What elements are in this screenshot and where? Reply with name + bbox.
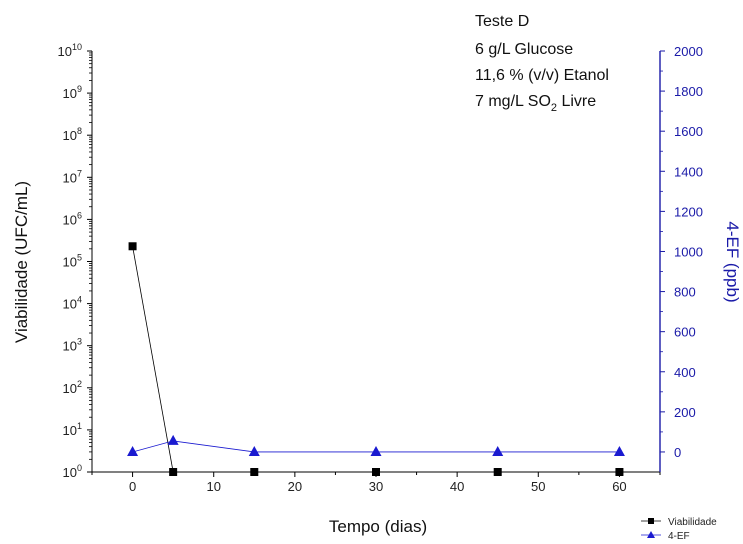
annotation-line-3: 11,6 % (v/v) Etanol — [475, 67, 609, 84]
y-left-tick-base: 10 — [63, 423, 77, 438]
data-point-viabilidade — [169, 468, 178, 476]
annotation-line-4: 7 mg/L SO2 Livre — [475, 93, 596, 114]
legend-marker-4ef — [647, 531, 655, 538]
y-left-tick-label: 102 — [63, 379, 82, 396]
y-left-tick-label: 105 — [63, 253, 82, 270]
x-axis-title: Tempo (dias) — [329, 517, 427, 536]
y-left-tick-label: 107 — [63, 168, 82, 185]
y-right-tick-label: 1400 — [674, 164, 703, 179]
data-point-4-ef — [370, 445, 382, 456]
y-right-tick-label: 200 — [674, 405, 696, 420]
data-point-4-ef — [167, 434, 179, 445]
x-tick-label: 30 — [369, 479, 383, 494]
y-left-tick-label: 100 — [63, 463, 82, 480]
y-right-tick-label: 800 — [674, 285, 696, 300]
y-left-tick-label: 104 — [63, 295, 82, 312]
y-axis-right-title: 4-EF (ppb) — [723, 221, 742, 302]
annotation-line-4-sub: 2 — [551, 102, 557, 114]
axes: 0 10 20 30 40 50 60100101102103104105106107108… — [58, 42, 703, 494]
legend-label-4ef: 4-EF — [668, 531, 690, 542]
y-left-tick-base: 10 — [63, 255, 77, 270]
y-left-tick-base: 10 — [58, 44, 72, 59]
annotation-line-2: 6 g/L Glucose — [475, 41, 573, 58]
y-left-tick-label: 101 — [63, 421, 82, 438]
y-left-tick-exponent: 2 — [77, 379, 82, 389]
y-left-tick-exponent: 8 — [77, 126, 82, 136]
y-right-tick-label: 1800 — [674, 84, 703, 99]
y-left-tick-base: 10 — [63, 339, 77, 354]
y-right-tick-label: 1000 — [674, 244, 703, 259]
data-point-4-ef — [613, 445, 625, 456]
legend-label-viabilidade: Viabilidade — [668, 517, 717, 528]
data-point-4-ef — [492, 445, 504, 456]
x-tick-label: 40 — [450, 479, 464, 494]
data-point-viabilidade — [615, 468, 624, 476]
y-left-tick-exponent: 1 — [77, 421, 82, 431]
data-point-viabilidade — [372, 468, 380, 476]
y-right-tick-label: 2000 — [674, 44, 703, 59]
legend-marker-viabilidade — [648, 518, 654, 524]
annotation-line-1: Teste D — [475, 13, 529, 30]
y-left-tick-exponent: 9 — [77, 84, 82, 94]
y-right-tick-label: 400 — [674, 365, 696, 380]
x-tick-label: 50 — [531, 479, 545, 494]
legend: Viabilidade 4-EF — [641, 517, 717, 542]
y-left-tick-exponent: 10 — [72, 42, 82, 52]
y-left-tick-exponent: 0 — [77, 463, 82, 473]
series-line-4-ef — [132, 440, 620, 453]
data-point-4-ef — [248, 445, 260, 456]
y-right-tick-label: 1600 — [674, 124, 703, 139]
y-left-tick-base: 10 — [63, 170, 77, 185]
y-left-tick-label: 103 — [63, 337, 82, 354]
x-tick-label: 0 — [129, 479, 136, 494]
y-left-tick-label: 1010 — [58, 42, 82, 59]
y-left-tick-label: 109 — [63, 84, 82, 101]
x-tick-label: 10 — [206, 479, 220, 494]
series-line-viabilidade — [132, 246, 620, 473]
series-layer — [127, 242, 625, 476]
annotation-line-4-pre: 7 mg/L SO — [475, 93, 551, 110]
data-point-viabilidade — [250, 468, 259, 476]
y-left-tick-base: 10 — [63, 212, 77, 227]
annotation-line-4-post: Livre — [557, 93, 596, 110]
y-right-tick-label: 0 — [674, 445, 681, 460]
y-left-tick-exponent: 6 — [77, 210, 82, 220]
y-left-tick-base: 10 — [63, 297, 77, 312]
y-left-tick-base: 10 — [63, 128, 77, 143]
y-left-tick-exponent: 5 — [77, 253, 82, 263]
data-point-viabilidade — [493, 468, 502, 476]
y-right-tick-label: 1200 — [674, 204, 703, 219]
y-left-tick-label: 106 — [63, 210, 82, 227]
y-axis-left-title: Viabilidade (UFC/mL) — [12, 181, 31, 343]
data-point-4-ef — [127, 445, 139, 456]
y-left-tick-base: 10 — [63, 86, 77, 101]
x-tick-label: 20 — [288, 479, 302, 494]
y-left-tick-exponent: 7 — [77, 168, 82, 178]
y-left-tick-base: 10 — [63, 381, 77, 396]
y-left-tick-label: 108 — [63, 126, 82, 143]
y-right-tick-label: 600 — [674, 325, 696, 340]
y-left-tick-exponent: 4 — [77, 295, 82, 305]
y-left-tick-base: 10 — [63, 465, 77, 480]
x-tick-label: 60 — [612, 479, 626, 494]
annotation: Teste D 6 g/L Glucose 11,6 % (v/v) Etano… — [475, 13, 609, 114]
data-point-viabilidade — [128, 242, 137, 251]
y-left-tick-exponent: 3 — [77, 337, 82, 347]
